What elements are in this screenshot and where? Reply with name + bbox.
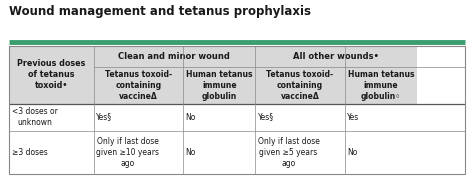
Text: Clean and minor wound: Clean and minor wound [118,52,230,61]
Bar [94,67,183,103]
Text: Tetanus toxoid-
containing
vaccineΔ: Tetanus toxoid- containing vaccineΔ [105,70,172,100]
Text: Yes§: Yes§ [96,113,112,122]
Bar [183,131,255,174]
Text: No: No [186,113,196,122]
Text: Previous doses
of tetanus
toxoid•: Previous doses of tetanus toxoid• [18,59,86,90]
Text: ≥3 doses: ≥3 doses [12,148,47,157]
Bar [9,46,94,103]
Text: Human tetanus
immune
globulin◦: Human tetanus immune globulin◦ [347,70,414,100]
Text: Only if last dose
given ≥5 years
ago: Only if last dose given ≥5 years ago [257,137,319,168]
Bar [9,103,94,131]
Bar [183,103,255,131]
Bar [345,103,417,131]
Bar [255,103,345,131]
Text: All other wounds•: All other wounds• [293,52,379,61]
Bar [255,67,345,103]
Bar [345,131,417,174]
Bar [94,46,255,67]
Text: Yes§: Yes§ [257,113,273,122]
Bar [94,103,183,131]
Text: Human tetanus
immune
globulin: Human tetanus immune globulin [186,70,253,100]
Text: Tetanus toxoid-
containing
vaccineΔ: Tetanus toxoid- containing vaccineΔ [266,70,334,100]
Text: <3 doses or
unknown: <3 doses or unknown [12,107,58,127]
Bar [9,131,94,174]
Bar [255,46,417,67]
Bar [183,67,255,103]
Text: No: No [186,148,196,157]
Bar [94,131,183,174]
Bar [345,67,417,103]
Text: Yes: Yes [347,113,359,122]
Bar [9,46,465,174]
Text: Wound management and tetanus prophylaxis: Wound management and tetanus prophylaxis [9,5,311,18]
Text: No: No [347,148,357,157]
Text: Only if last dose
given ≥10 years
ago: Only if last dose given ≥10 years ago [96,137,159,168]
Bar [255,131,345,174]
